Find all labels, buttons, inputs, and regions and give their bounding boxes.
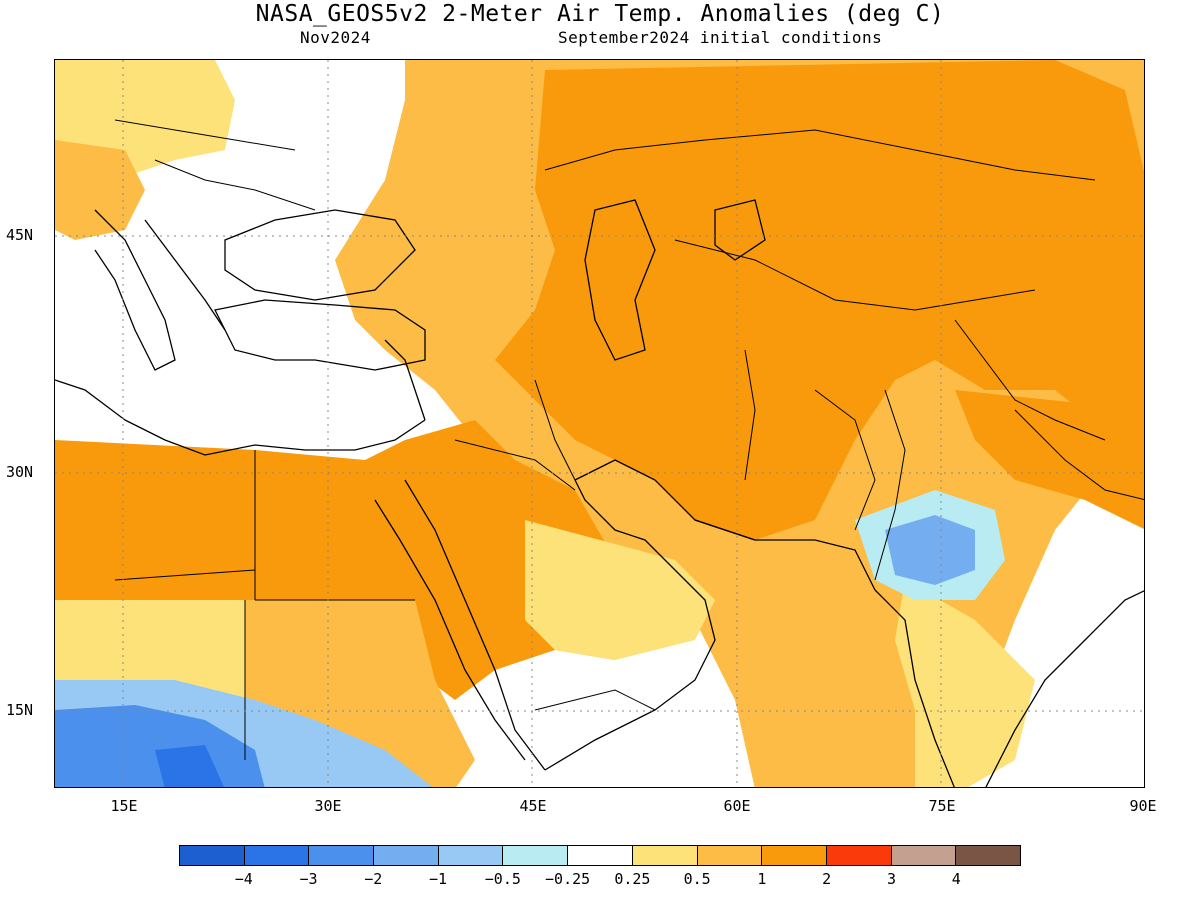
border-iran-afghanistan xyxy=(744,349,756,481)
colorbar-label: −3 xyxy=(299,870,318,888)
lon-label-15e: 15E xyxy=(110,797,138,815)
gridlines xyxy=(55,60,1144,787)
border-europe-1 xyxy=(114,119,296,151)
coastline-red-sea-east xyxy=(404,479,546,771)
border-china-west xyxy=(954,319,1106,441)
initial-conditions: September2024 initial conditions xyxy=(558,28,883,47)
coastline-black-sea xyxy=(224,209,416,301)
colorbar-label: 4 xyxy=(951,870,961,888)
coastline-north-africa xyxy=(55,379,426,456)
anomaly-fill-layer xyxy=(55,60,1144,787)
lat-label-45n: 45N xyxy=(6,226,34,244)
map-title: NASA_GEOS5v2 2-Meter Air Temp. Anomalies… xyxy=(255,1,945,27)
colorbar-swatch xyxy=(762,846,827,865)
anomaly-region-yellow-arabia xyxy=(525,520,715,660)
border-india-china xyxy=(1014,409,1144,501)
border-russia-kazakhstan xyxy=(544,129,1096,181)
colorbar-label: 0.25 xyxy=(614,870,651,888)
colorbar-label: 1 xyxy=(757,870,767,888)
border-saudi-iraq xyxy=(454,439,576,491)
lon-label-30e: 30E xyxy=(314,797,342,815)
forecast-month: Nov2024 xyxy=(300,28,371,47)
border-pakistan-india xyxy=(874,389,906,581)
border-afghanistan-pakistan xyxy=(814,389,876,531)
coastline-caspian xyxy=(584,199,656,361)
anomaly-region-orange-asia xyxy=(495,60,1144,540)
colorbar-label: −4 xyxy=(234,870,253,888)
coastline-arabia xyxy=(544,479,716,771)
colorbar-label: −2 xyxy=(364,870,383,888)
coastline-india-west xyxy=(874,589,955,787)
lat-label-15n: 15N xyxy=(6,701,34,719)
colorbar-swatch xyxy=(826,846,892,865)
colorbar-swatch xyxy=(632,846,698,865)
lat-label-30n: 30N xyxy=(6,463,34,481)
coastline-layer xyxy=(55,199,1144,787)
coastline-balkans xyxy=(144,219,226,331)
border-kazakhstan-south xyxy=(674,239,1036,311)
anomaly-region-cold-india-core xyxy=(885,515,975,585)
border-libya-chad xyxy=(114,569,256,581)
anomaly-region-orange-tibet xyxy=(955,390,1144,530)
colorbar-label: 3 xyxy=(886,870,896,888)
coastline-aral xyxy=(714,199,766,261)
colorbar-swatch xyxy=(503,846,569,865)
lon-label-45e: 45E xyxy=(519,797,547,815)
anomaly-region-yellow-india xyxy=(895,580,1035,787)
coastline-levant xyxy=(384,339,426,421)
colorbar-swatch xyxy=(438,846,504,865)
colorbar xyxy=(179,845,1021,866)
anomaly-region-cold-africa-deep xyxy=(155,745,225,787)
border-europe-2 xyxy=(154,159,316,211)
colorbar-label: 2 xyxy=(822,870,832,888)
colorbar-label: 0.5 xyxy=(683,870,711,888)
border-saudi-yemen xyxy=(534,689,656,711)
anomaly-region-orange-sahel xyxy=(245,600,475,787)
coastline-italy xyxy=(94,209,176,371)
colorbar-label: −0.5 xyxy=(484,870,521,888)
colorbar-swatch xyxy=(180,846,245,865)
lon-label-90e: 90E xyxy=(1129,797,1157,815)
colorbar-swatch xyxy=(891,846,957,865)
colorbar-swatch xyxy=(374,846,439,865)
anomaly-map xyxy=(54,59,1145,788)
colorbar-label: −1 xyxy=(429,870,448,888)
colorbar-swatch xyxy=(956,846,1020,865)
border-iran-iraq xyxy=(534,379,576,481)
coastline-red-sea-west xyxy=(374,499,526,761)
lon-label-75e: 75E xyxy=(928,797,956,815)
colorbar-label: −0.25 xyxy=(545,870,591,888)
lon-label-60e: 60E xyxy=(723,797,751,815)
colorbar-swatch xyxy=(309,846,375,865)
coastline-india-east xyxy=(985,590,1144,787)
anomaly-map-canvas xyxy=(55,60,1144,787)
colorbar-swatch xyxy=(244,846,310,865)
border-layer xyxy=(114,119,1144,760)
colorbar-swatch xyxy=(697,846,763,865)
coastline-turkey xyxy=(214,299,426,371)
colorbar-swatch xyxy=(568,846,633,865)
coastline-iran-pakistan xyxy=(694,519,876,591)
